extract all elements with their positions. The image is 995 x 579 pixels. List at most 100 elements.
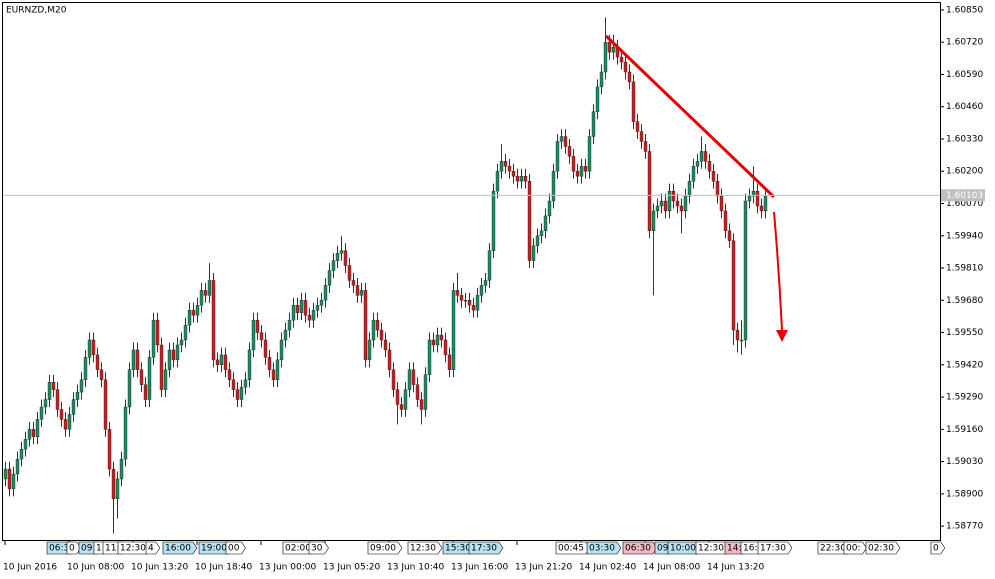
session-label: 00	[228, 544, 240, 554]
candle-body	[275, 359, 280, 380]
candle-body	[539, 230, 544, 236]
candle-body	[235, 389, 240, 400]
candle-body	[631, 81, 636, 122]
candle-body	[527, 180, 532, 261]
candle-body	[195, 305, 200, 316]
candle-body	[755, 190, 760, 207]
y-tick-label: 1.58770	[946, 522, 983, 532]
candle-body	[503, 161, 508, 167]
candle-body	[703, 151, 708, 162]
candle-body	[207, 280, 212, 296]
candle-body	[15, 458, 20, 475]
candle-body	[555, 141, 560, 172]
candle-body	[19, 448, 24, 460]
candle-body	[367, 339, 372, 361]
x-tick-label: 14 Jun 02:40	[579, 563, 636, 573]
candle-body	[3, 468, 8, 480]
candle-body	[719, 195, 724, 212]
y-tick-label: 1.59290	[946, 393, 983, 403]
candle-body	[379, 329, 384, 341]
candle-body	[395, 389, 400, 405]
candle-body	[79, 379, 84, 393]
x-tick-label: 13 Jun 00:00	[259, 563, 316, 573]
candle-body	[311, 310, 316, 321]
candle-body	[335, 252, 340, 261]
candle-body	[327, 270, 332, 286]
candle-body	[279, 339, 284, 361]
candle-body	[623, 61, 628, 73]
session-label: 02:00	[285, 544, 311, 554]
candle-body	[87, 339, 92, 358]
candle-body	[67, 414, 72, 430]
candle-body	[303, 300, 308, 316]
session-label: 02:30	[868, 544, 894, 554]
candle-body	[271, 369, 276, 380]
candle-body	[223, 354, 228, 370]
session-label: 14:	[727, 544, 741, 554]
candle-body	[219, 354, 224, 366]
candle-body	[627, 71, 632, 83]
candle-body	[455, 290, 460, 296]
candle-body	[611, 46, 616, 53]
y-tick-label: 1.60590	[946, 70, 983, 80]
current-price-label: 1.60103	[946, 191, 983, 201]
session-label: 30	[311, 544, 323, 554]
candle-body	[391, 369, 396, 390]
candle-body	[63, 419, 68, 430]
candle-body	[551, 171, 556, 202]
candle-body	[143, 384, 148, 400]
candle-body	[495, 171, 500, 192]
candle-body	[103, 379, 108, 430]
candle-body	[295, 305, 300, 313]
candle-body	[255, 319, 260, 333]
candle-body	[715, 180, 720, 197]
x-tick-label: 14 Jun 13:20	[707, 563, 764, 573]
session-marker	[843, 541, 867, 555]
candle-body	[387, 349, 392, 370]
x-tick-label: 13 Jun 05:20	[323, 563, 380, 573]
candle-body	[267, 357, 272, 370]
session-label: 0	[933, 544, 939, 554]
session-label: 12:30	[410, 544, 436, 554]
candle-body	[603, 42, 608, 73]
candle-body	[399, 404, 404, 410]
candle-body	[695, 161, 700, 167]
y-tick-label: 1.60460	[946, 102, 983, 112]
session-label: 4	[148, 544, 154, 554]
session-label: 00:45	[558, 544, 584, 554]
candle-body	[575, 171, 580, 177]
candle-body	[483, 280, 488, 286]
candle-body	[139, 369, 144, 385]
y-tick-label: 1.58900	[946, 489, 983, 499]
candle-body	[175, 344, 180, 361]
candle-body	[751, 190, 756, 197]
candle-body	[155, 319, 160, 346]
x-tick-label: 13 Jun 10:40	[387, 563, 444, 573]
candle-body	[691, 166, 696, 182]
session-marker	[162, 541, 198, 555]
candle-body	[543, 215, 548, 232]
candle-body	[471, 305, 476, 311]
candle-body	[759, 205, 764, 212]
candle-body	[639, 131, 644, 142]
candle-body	[383, 339, 388, 351]
arrow-head	[776, 330, 788, 342]
candle-body	[23, 439, 28, 450]
candle-body	[671, 190, 676, 202]
candle-body	[407, 369, 412, 390]
candle-body	[679, 205, 684, 212]
candle-body	[747, 195, 752, 202]
session-label: 12:30	[698, 544, 724, 554]
candle-body	[699, 151, 704, 162]
candle-body	[491, 190, 496, 251]
candle-body	[487, 250, 492, 281]
trend-line	[604, 34, 776, 199]
candle-body	[431, 339, 436, 346]
x-tick-label: 13 Jun 21:20	[515, 563, 572, 573]
candle-body	[203, 290, 208, 296]
candle-body	[723, 210, 728, 232]
candle-body	[451, 290, 456, 370]
candle-body	[467, 300, 472, 306]
candle-body	[43, 399, 48, 408]
